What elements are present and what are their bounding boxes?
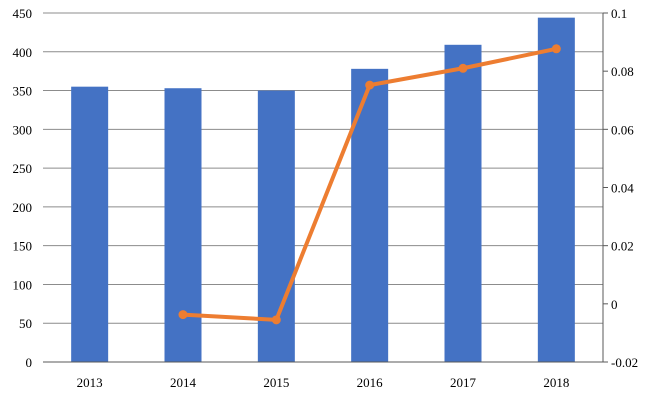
line-series (178, 44, 561, 325)
left-tick-label: 300 (13, 122, 33, 137)
gridlines (43, 12, 603, 363)
right-tick-label: 0.1 (611, 6, 627, 21)
left-tick-label: 200 (13, 200, 33, 215)
tick-labels: 0 50 100 150 200 250 300 350 400 450 -0.02 0 0.02 0.0… (13, 6, 639, 390)
left-tick-label: 250 (13, 161, 33, 176)
right-tick-label: 0.02 (611, 239, 634, 254)
bar-2013 (71, 86, 109, 362)
x-tick-label: 2017 (450, 375, 477, 390)
bar-series (71, 17, 575, 363)
x-tick-label: 2018 (543, 375, 569, 390)
left-tick-label: 100 (13, 277, 33, 292)
right-tick-label: 0.08 (611, 64, 634, 79)
right-tick-label: -0.02 (611, 355, 638, 370)
left-tick-label: 450 (13, 6, 33, 21)
line-point-2018 (551, 44, 561, 54)
left-tick-label: 150 (13, 239, 33, 254)
x-tick-label: 2013 (77, 375, 103, 390)
right-tick-label: 0.04 (611, 181, 634, 196)
bar-2018 (537, 17, 575, 363)
line-point-2017 (458, 63, 468, 73)
line-point-2014 (178, 310, 188, 320)
line-point-2015 (271, 315, 281, 325)
left-tick-label: 350 (13, 84, 33, 99)
bar-2017 (444, 44, 482, 362)
axes (43, 12, 608, 363)
x-tick-label: 2015 (263, 375, 289, 390)
x-tick-label: 2016 (357, 375, 384, 390)
right-tick-label: 0 (611, 297, 618, 312)
x-tick-label: 2014 (170, 375, 197, 390)
right-tick-label: 0.06 (611, 122, 634, 137)
left-tick-label: 50 (19, 316, 32, 331)
left-tick-label: 0 (26, 355, 33, 370)
line-point-2016 (365, 80, 375, 90)
left-tick-label: 400 (13, 45, 33, 60)
bar-2014 (164, 88, 202, 363)
